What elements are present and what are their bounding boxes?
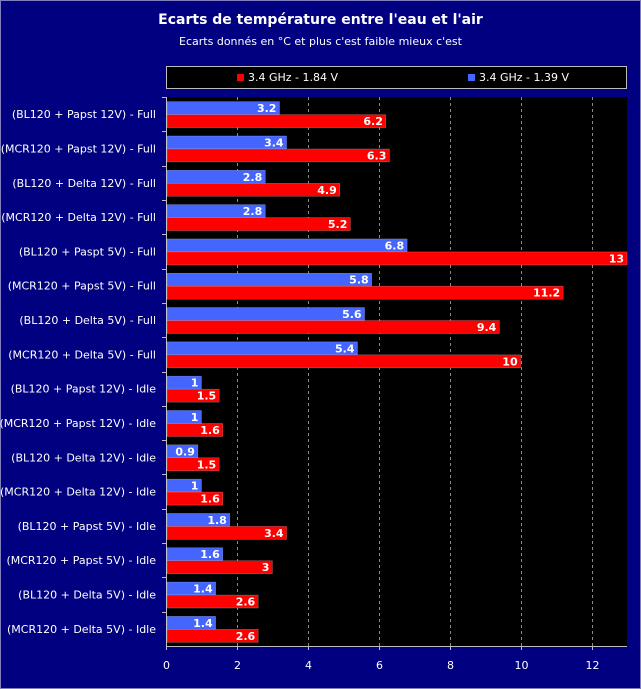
data-label-high-voltage: 2.6 bbox=[236, 596, 256, 609]
bar-high-voltage bbox=[166, 423, 223, 437]
x-tick-label: 0 bbox=[163, 659, 170, 672]
category-label: (MCR120 + Delta 12V) - Full bbox=[1, 211, 156, 224]
bar-high-voltage bbox=[166, 354, 521, 369]
bar-high-voltage bbox=[166, 251, 628, 266]
category-label: (BL120 + Papst 5V) - Idle bbox=[18, 520, 157, 533]
category-label: (BL120 + Delta 12V) - Full bbox=[12, 177, 156, 190]
category-label: (MCR120 + Papst 12V) - Idle bbox=[0, 417, 156, 430]
data-label-low-voltage: 1.6 bbox=[200, 548, 220, 561]
category-label: (MCR120 + Papst 12V) - Full bbox=[1, 142, 156, 155]
data-label-high-voltage: 1.6 bbox=[200, 493, 220, 506]
data-label-high-voltage: 13 bbox=[609, 252, 624, 265]
bar-low-voltage bbox=[166, 238, 408, 253]
category-label: (BL120 + Delta 5V) - Full bbox=[19, 314, 156, 327]
data-label-low-voltage: 0.9 bbox=[175, 445, 195, 458]
bar-high-voltage bbox=[166, 285, 564, 300]
x-tick-label: 6 bbox=[376, 659, 383, 672]
data-label-low-voltage: 1.4 bbox=[193, 583, 213, 596]
data-label-low-voltage: 5.8 bbox=[349, 274, 369, 287]
legend: 3.4 GHz - 1.84 V 3.4 GHz - 1.39 V bbox=[166, 66, 627, 89]
bar-high-voltage bbox=[166, 526, 287, 540]
data-label-low-voltage: 1.4 bbox=[193, 617, 213, 630]
bar-low-voltage bbox=[166, 341, 358, 356]
data-label-high-voltage: 1.5 bbox=[197, 390, 217, 403]
category-label: (BL120 + Delta 12V) - Idle bbox=[11, 451, 156, 464]
x-tick-label: 2 bbox=[234, 659, 241, 672]
bar-high-voltage bbox=[166, 320, 500, 334]
legend-label-low-voltage: 3.4 GHz - 1.39 V bbox=[479, 71, 570, 84]
category-label: (MCR120 + Papst 5V) - Full bbox=[8, 280, 156, 293]
data-label-high-voltage: 6.3 bbox=[367, 149, 387, 162]
category-label: (MCR120 + Delta 5V) - Full bbox=[8, 348, 156, 361]
x-tick-label: 4 bbox=[305, 659, 312, 672]
bar-high-voltage bbox=[166, 148, 390, 163]
data-label-low-voltage: 2.8 bbox=[243, 171, 263, 184]
bar-high-voltage bbox=[166, 114, 387, 128]
data-label-high-voltage: 6.2 bbox=[363, 115, 383, 128]
data-label-high-voltage: 9.4 bbox=[477, 321, 497, 334]
bar-high-voltage bbox=[166, 594, 259, 609]
data-label-low-voltage: 5.6 bbox=[342, 308, 362, 321]
legend-swatch-high-voltage bbox=[237, 74, 244, 81]
bar-high-voltage bbox=[166, 388, 220, 403]
category-label: (BL120 + Papst 12V) - Full bbox=[12, 108, 156, 121]
data-label-high-voltage: 10 bbox=[502, 355, 518, 368]
bar-high-voltage bbox=[166, 457, 220, 472]
data-label-low-voltage: 1 bbox=[191, 411, 199, 424]
category-label: (MCR120 + Delta 5V) - Idle bbox=[7, 623, 156, 636]
bar-high-voltage bbox=[166, 217, 351, 231]
data-label-low-voltage: 1 bbox=[191, 480, 199, 493]
data-label-low-voltage: 1.8 bbox=[207, 514, 227, 527]
bar-high-voltage bbox=[166, 560, 273, 574]
data-label-low-voltage: 2.8 bbox=[243, 205, 263, 218]
data-label-high-voltage: 1.5 bbox=[197, 458, 217, 471]
data-label-low-voltage: 3.2 bbox=[257, 102, 277, 115]
data-label-high-voltage: 3 bbox=[262, 561, 270, 574]
data-label-high-voltage: 5.2 bbox=[328, 218, 348, 231]
legend-item-high-voltage: 3.4 GHz - 1.84 V bbox=[237, 71, 338, 84]
data-label-high-voltage: 3.4 bbox=[264, 527, 284, 540]
category-label: (MCR120 + Papst 5V) - Idle bbox=[6, 554, 156, 567]
chart-subtitle: Ecarts donnés en °C et plus c'est faible… bbox=[179, 35, 462, 48]
bar-high-voltage bbox=[166, 491, 223, 506]
category-label: (MCR120 + Delta 12V) - Idle bbox=[0, 486, 156, 499]
chart-title: Ecarts de température entre l'eau et l'a… bbox=[158, 12, 483, 28]
data-label-low-voltage: 3.4 bbox=[264, 136, 284, 149]
data-label-high-voltage: 2.6 bbox=[236, 630, 256, 643]
data-label-low-voltage: 5.4 bbox=[335, 342, 355, 355]
data-label-high-voltage: 11.2 bbox=[533, 287, 560, 300]
legend-label-high-voltage: 3.4 GHz - 1.84 V bbox=[248, 71, 339, 84]
data-label-high-voltage: 1.6 bbox=[200, 424, 220, 437]
x-tick-label: 10 bbox=[515, 659, 529, 672]
data-label-low-voltage: 6.8 bbox=[385, 239, 405, 252]
bar-low-voltage bbox=[166, 272, 372, 287]
bar-high-voltage bbox=[166, 629, 259, 643]
legend-swatch-low-voltage bbox=[468, 74, 475, 81]
x-tick-label: 8 bbox=[447, 659, 454, 672]
legend-item-low-voltage: 3.4 GHz - 1.39 V bbox=[468, 71, 569, 84]
x-tick-label: 12 bbox=[586, 659, 600, 672]
category-label: (BL120 + Paspt 5V) - Full bbox=[19, 245, 156, 258]
bar-low-voltage bbox=[166, 307, 365, 321]
bar-high-voltage bbox=[166, 183, 341, 197]
data-label-low-voltage: 1 bbox=[191, 377, 199, 390]
category-label: (BL120 + Papst 12V) - Idle bbox=[11, 383, 157, 396]
category-label: (BL120 + Delta 5V) - Idle bbox=[18, 589, 156, 602]
data-label-high-voltage: 4.9 bbox=[317, 184, 337, 197]
